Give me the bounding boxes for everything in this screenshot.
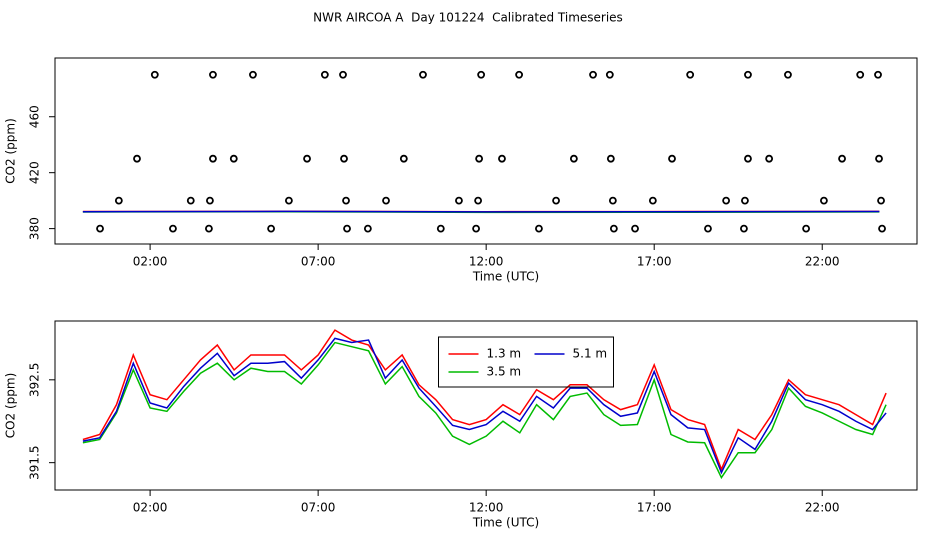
- x-axis-label: Time (UTC): [472, 516, 539, 530]
- data-point: [498, 154, 506, 163]
- chart-title: NWR AIRCOA A Day 101224 Calibrated Times…: [313, 11, 623, 25]
- data-point: [343, 224, 351, 233]
- data-point: [740, 224, 748, 233]
- series-line: [82, 329, 887, 472]
- data-point: [535, 224, 543, 233]
- data-point: [206, 196, 214, 205]
- data-point: [631, 224, 639, 233]
- data-point: [820, 196, 828, 205]
- x-tick-label: 02:00: [133, 255, 168, 269]
- data-point: [838, 154, 846, 163]
- x-tick-label: 12:00: [469, 255, 504, 269]
- data-point: [363, 224, 372, 233]
- data-point: [320, 70, 329, 79]
- data-point: [472, 224, 480, 233]
- y-tick-label: 420: [28, 161, 42, 184]
- data-point: [515, 70, 524, 79]
- data-point: [474, 196, 483, 205]
- data-point: [475, 154, 484, 163]
- data-point: [552, 196, 560, 205]
- data-point: [569, 154, 578, 163]
- data-point: [169, 224, 177, 233]
- x-tick-label: 07:00: [301, 501, 336, 515]
- x-tick-label: 07:00: [301, 255, 336, 269]
- x-tick-label: 22:00: [805, 255, 840, 269]
- data-point: [436, 224, 445, 233]
- data-point: [784, 70, 792, 79]
- y-axis-label: CO2 (ppm): [4, 373, 18, 439]
- data-point: [284, 196, 293, 205]
- data-point: [455, 196, 463, 205]
- data-point: [96, 224, 104, 233]
- data-point: [609, 224, 618, 233]
- data-point: [205, 224, 213, 233]
- data-point: [856, 70, 865, 79]
- data-point: [382, 196, 390, 205]
- data-point: [608, 196, 617, 205]
- data-point: [875, 154, 883, 163]
- data-point: [744, 70, 752, 79]
- data-point: [605, 70, 614, 79]
- data-point: [209, 70, 217, 79]
- legend-box: [438, 336, 614, 388]
- y-axis-label: CO2 (ppm): [4, 118, 18, 184]
- data-point: [877, 196, 885, 205]
- legend-label: 5.1 m: [573, 347, 608, 361]
- x-tick-label: 17:00: [637, 255, 672, 269]
- data-point: [419, 70, 427, 79]
- data-point: [668, 154, 676, 163]
- data-point: [802, 224, 810, 233]
- x-tick-label: 12:00: [469, 501, 504, 515]
- series-line: [82, 337, 887, 475]
- x-tick-label: 02:00: [133, 501, 168, 515]
- data-point: [186, 196, 195, 205]
- series-line: [82, 341, 887, 480]
- data-point: [249, 70, 257, 79]
- data-point: [704, 224, 712, 233]
- data-point: [267, 224, 275, 233]
- data-point: [229, 154, 238, 163]
- data-point: [303, 154, 311, 163]
- data-point: [648, 196, 657, 205]
- y-tick-label: 391.5: [28, 445, 42, 479]
- y-tick-label: 392.5: [28, 363, 42, 397]
- data-point: [133, 154, 141, 163]
- data-point: [874, 70, 882, 79]
- y-tick-label: 460: [28, 105, 42, 128]
- data-point: [589, 70, 597, 79]
- data-point: [686, 70, 695, 79]
- data-point: [209, 154, 217, 163]
- data-point: [114, 196, 123, 205]
- x-tick-label: 22:00: [805, 501, 840, 515]
- data-point: [339, 70, 347, 79]
- x-tick-label: 17:00: [637, 501, 672, 515]
- legend-label: 1.3 m: [487, 347, 522, 361]
- data-point: [477, 70, 486, 79]
- data-point: [342, 196, 350, 205]
- data-point: [150, 70, 159, 79]
- data-point: [765, 154, 774, 163]
- data-point: [340, 154, 348, 163]
- legend-label: 3.5 m: [487, 365, 522, 379]
- plot-frame: [54, 57, 918, 245]
- data-point: [399, 154, 408, 163]
- data-point: [744, 154, 752, 163]
- x-axis-label: Time (UTC): [472, 270, 539, 284]
- data-point: [722, 196, 731, 205]
- data-point: [878, 224, 886, 233]
- y-tick-label: 380: [28, 217, 42, 240]
- data-point: [606, 154, 615, 163]
- data-point: [741, 196, 749, 205]
